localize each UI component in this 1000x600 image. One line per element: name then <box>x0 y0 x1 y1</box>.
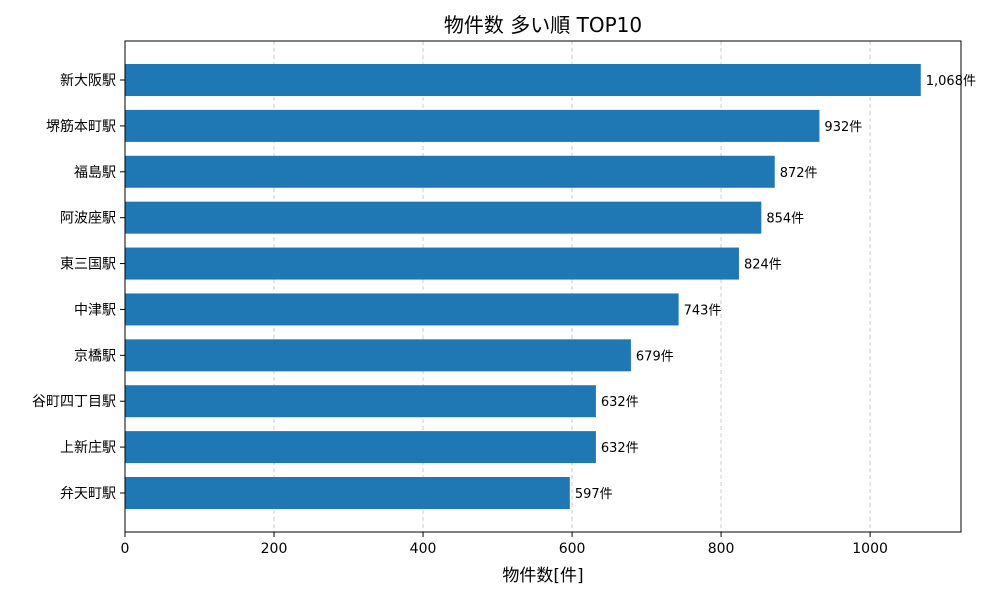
bar <box>125 155 775 188</box>
bar <box>125 109 820 142</box>
data-labels: 1,068件 932件 872件 854件 824件 743件 679件 632件 632件 59… <box>575 74 976 502</box>
plot-frame <box>124 40 962 533</box>
bar-value-label: 632件 <box>601 395 639 410</box>
bar-value-label: 743件 <box>684 303 722 318</box>
x-axis-label: 物件数[件] <box>502 566 583 586</box>
y-category-label: 中津駅 <box>74 302 116 318</box>
bar-value-label: 597件 <box>575 487 613 502</box>
y-category-label: 谷町四丁目駅 <box>32 394 116 410</box>
y-category-label: 福島駅 <box>74 165 116 181</box>
x-tick-label: 200 <box>261 541 288 557</box>
bar <box>125 293 679 326</box>
y-category-label: 京橋駅 <box>74 348 116 364</box>
bar-value-label: 932件 <box>824 120 862 135</box>
y-category-label: 上新庄駅 <box>60 439 116 456</box>
bar <box>125 201 762 234</box>
bar-value-label: 632件 <box>601 441 639 456</box>
bar <box>125 247 739 280</box>
x-tick-label: 400 <box>410 541 437 557</box>
bar-value-label: 854件 <box>766 212 804 227</box>
bar <box>125 477 570 509</box>
y-category-label: 弁天町駅 <box>60 486 116 502</box>
x-axis: 0 200 400 600 800 1000 <box>121 532 888 557</box>
bar-value-label: 679件 <box>636 349 674 364</box>
bar <box>125 339 631 372</box>
bars <box>125 64 921 509</box>
x-tick-label: 600 <box>559 541 586 557</box>
x-tick-label: 800 <box>708 541 735 557</box>
bar <box>125 385 596 418</box>
y-category-label: 阿波座駅 <box>60 211 116 227</box>
x-tick-label: 1000 <box>852 541 888 557</box>
bar <box>125 431 596 464</box>
y-category-label: 東三国駅 <box>60 257 116 273</box>
bar-value-label: 824件 <box>744 258 782 273</box>
bar-value-label: 1,068件 <box>926 74 976 89</box>
y-category-label: 新大阪駅 <box>60 73 116 89</box>
chart-title: 物件数 多い順 TOP10 <box>444 13 642 37</box>
y-category-label: 堺筋本町駅 <box>46 118 116 135</box>
bar-value-label: 872件 <box>780 166 818 181</box>
x-tick-label: 0 <box>121 541 130 557</box>
bar <box>125 64 921 96</box>
